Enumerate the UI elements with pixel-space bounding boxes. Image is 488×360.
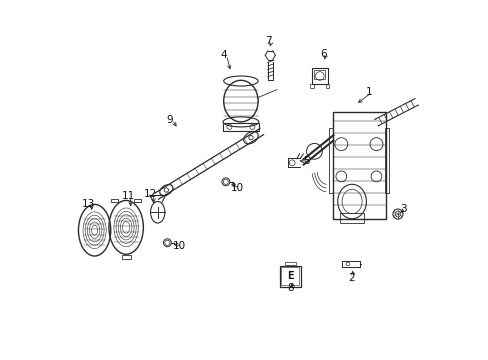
Circle shape — [164, 188, 168, 192]
Text: 7: 7 — [265, 36, 272, 46]
Text: 11: 11 — [121, 191, 134, 201]
Text: 4: 4 — [220, 50, 226, 60]
Text: 3: 3 — [399, 204, 406, 214]
Circle shape — [248, 135, 253, 140]
Bar — [384, 128, 388, 193]
Text: 5: 5 — [302, 156, 309, 166]
Bar — [314, 70, 325, 79]
Bar — [223, 123, 258, 131]
Bar — [281, 267, 299, 285]
Text: 6: 6 — [320, 49, 326, 59]
Text: 12: 12 — [143, 189, 157, 199]
Bar — [280, 266, 300, 287]
Bar — [134, 199, 141, 202]
Text: E: E — [286, 271, 293, 281]
Text: 8: 8 — [286, 283, 293, 293]
Bar — [339, 213, 364, 223]
Bar — [311, 68, 327, 84]
Text: 1: 1 — [365, 87, 372, 97]
Bar — [122, 255, 130, 259]
Text: 10: 10 — [230, 183, 244, 193]
Bar — [332, 112, 385, 220]
Text: 13: 13 — [81, 199, 95, 210]
Bar — [325, 84, 329, 88]
Bar — [284, 262, 296, 265]
Text: 2: 2 — [347, 273, 354, 283]
Bar — [328, 128, 333, 193]
Text: 10: 10 — [172, 241, 185, 251]
Bar — [309, 84, 313, 88]
Text: 9: 9 — [165, 115, 172, 125]
Bar — [111, 199, 118, 202]
